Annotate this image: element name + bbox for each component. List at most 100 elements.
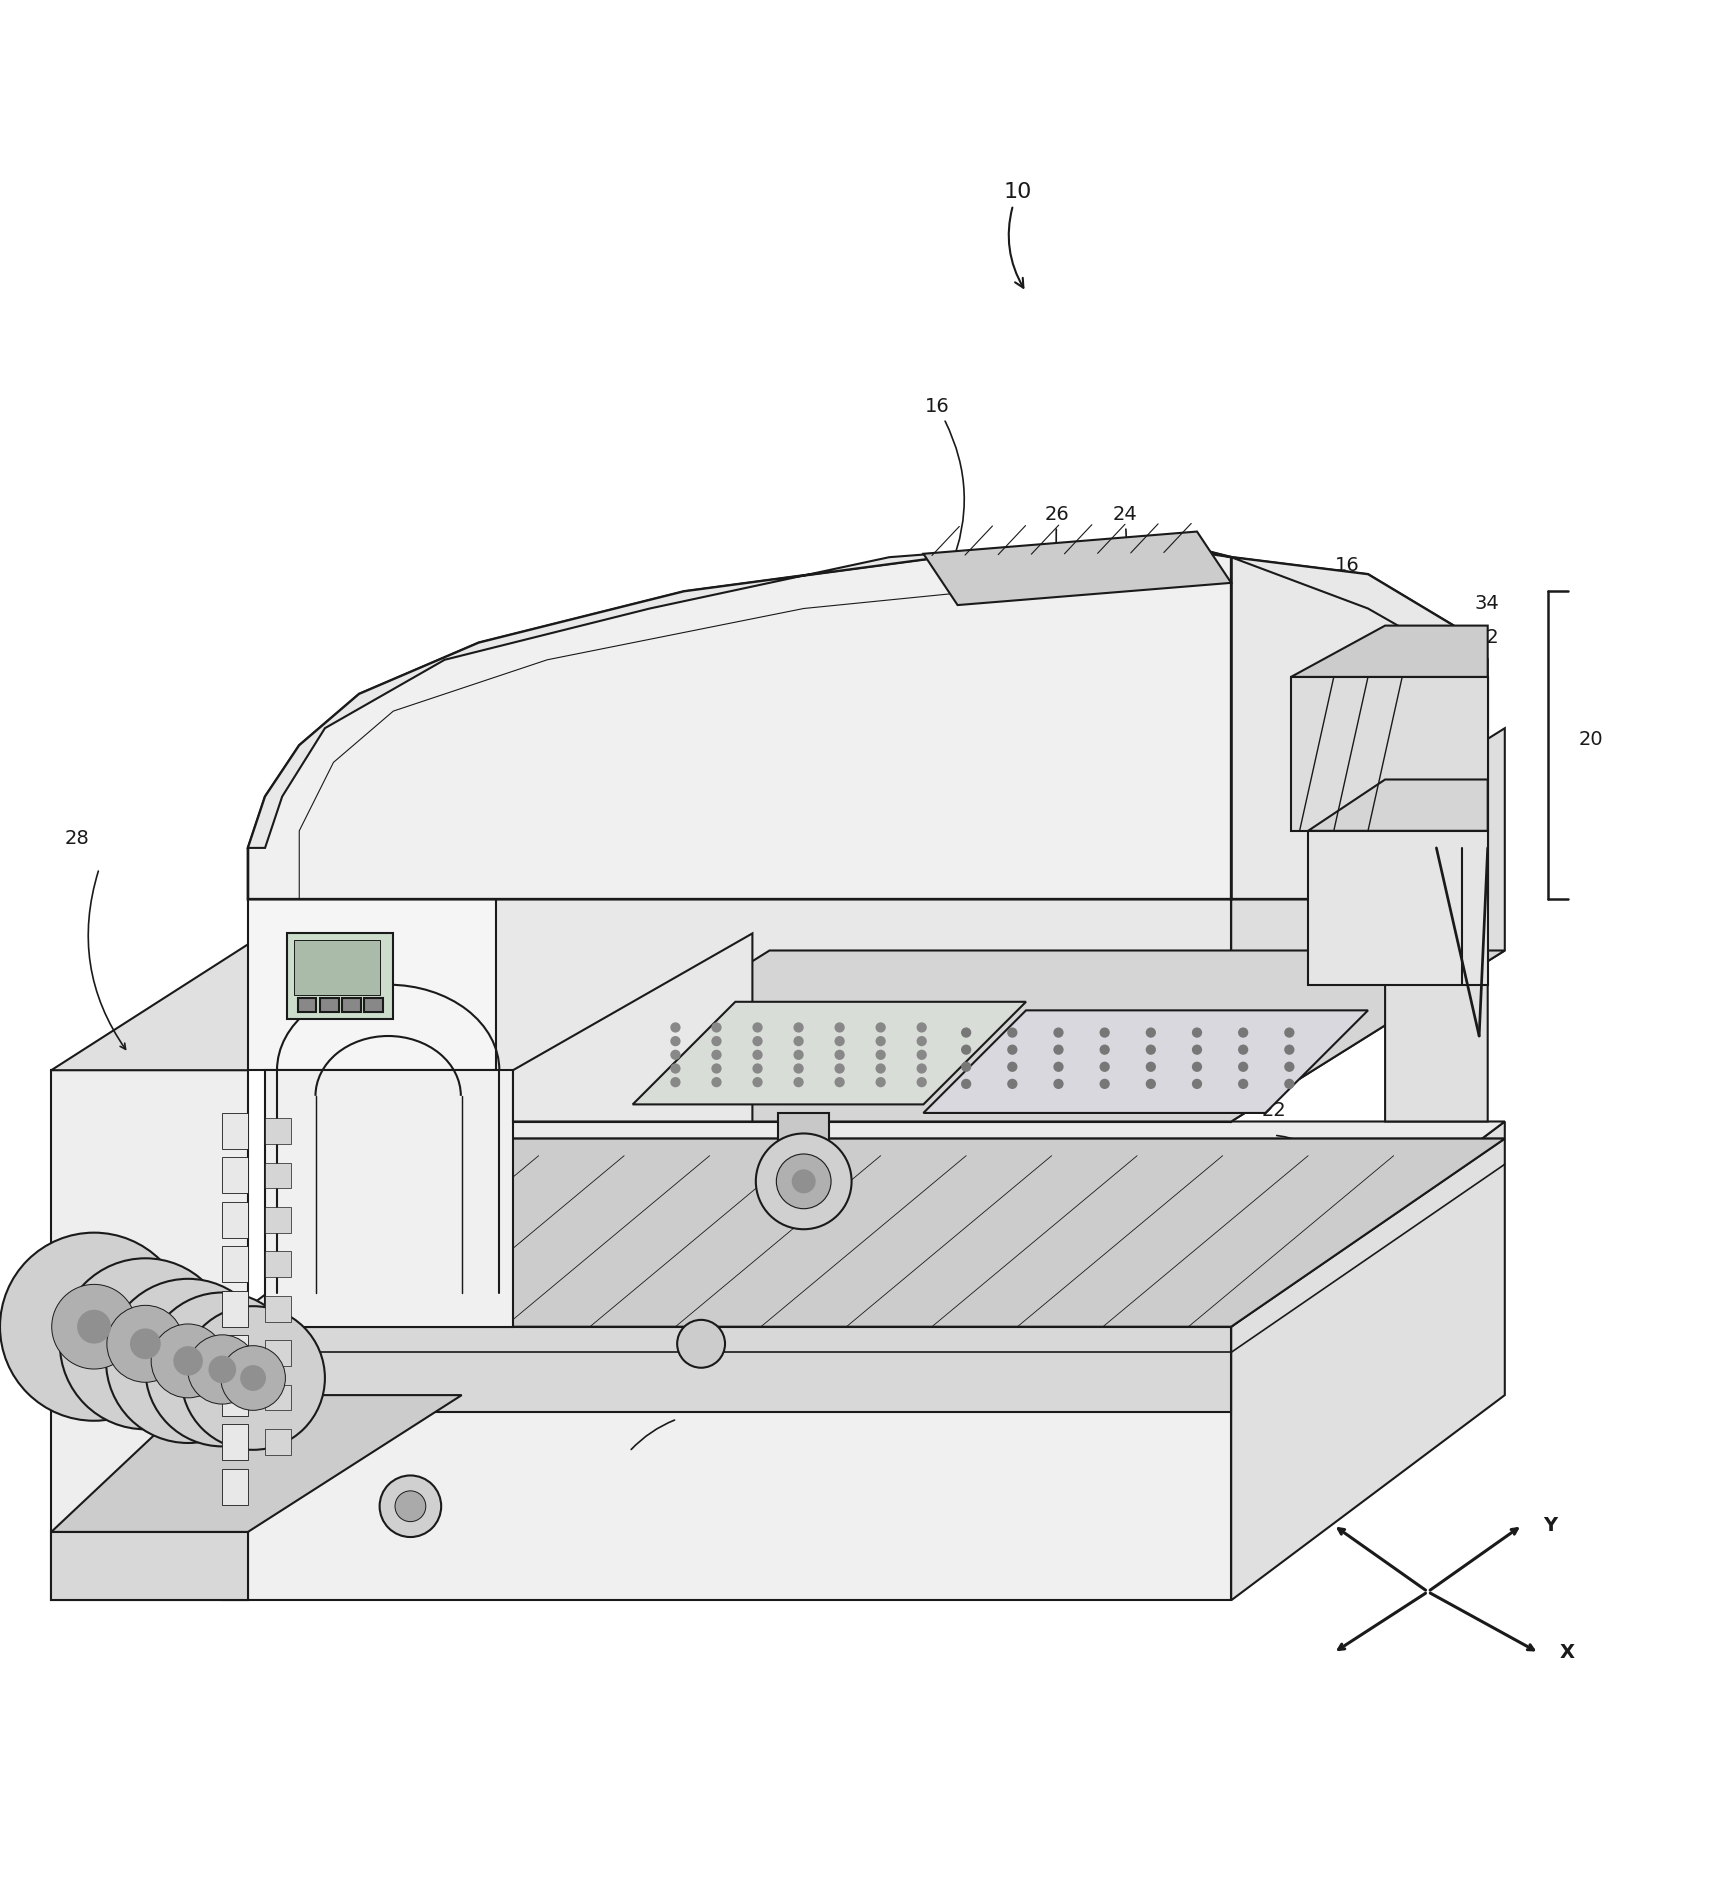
Circle shape <box>1146 1027 1156 1038</box>
Polygon shape <box>265 1430 291 1454</box>
Circle shape <box>711 1078 722 1087</box>
Circle shape <box>961 1044 971 1055</box>
Circle shape <box>752 1078 763 1087</box>
Polygon shape <box>923 532 1231 605</box>
Circle shape <box>961 1078 971 1089</box>
Circle shape <box>793 1078 804 1087</box>
Circle shape <box>670 1078 681 1087</box>
Circle shape <box>834 1078 845 1087</box>
Circle shape <box>711 1036 722 1046</box>
Circle shape <box>1146 1044 1156 1055</box>
Text: Y: Y <box>1542 1515 1558 1534</box>
Polygon shape <box>222 1424 248 1460</box>
Circle shape <box>961 1061 971 1072</box>
Text: X: X <box>1560 1642 1575 1661</box>
Circle shape <box>0 1232 188 1420</box>
Polygon shape <box>265 1207 291 1232</box>
Circle shape <box>60 1258 231 1430</box>
Polygon shape <box>265 1163 291 1188</box>
Circle shape <box>106 1306 185 1382</box>
Circle shape <box>834 1049 845 1061</box>
Circle shape <box>793 1049 804 1061</box>
Polygon shape <box>248 1139 1505 1327</box>
Circle shape <box>752 1063 763 1074</box>
Circle shape <box>173 1346 203 1376</box>
Polygon shape <box>298 998 316 1011</box>
Circle shape <box>1238 1027 1248 1038</box>
Polygon shape <box>496 899 1231 1122</box>
Circle shape <box>395 1490 426 1521</box>
Circle shape <box>1238 1078 1248 1089</box>
Circle shape <box>106 1279 270 1443</box>
Circle shape <box>188 1335 256 1405</box>
Circle shape <box>77 1310 111 1344</box>
Circle shape <box>1192 1027 1202 1038</box>
Text: 16: 16 <box>1336 555 1377 724</box>
Polygon shape <box>248 899 1231 1070</box>
Circle shape <box>1100 1044 1110 1055</box>
Circle shape <box>1100 1061 1110 1072</box>
Circle shape <box>1007 1078 1017 1089</box>
Polygon shape <box>248 540 1488 848</box>
Polygon shape <box>51 933 513 1070</box>
Circle shape <box>1192 1078 1202 1089</box>
Circle shape <box>130 1329 161 1359</box>
Polygon shape <box>923 1009 1368 1112</box>
Polygon shape <box>248 540 1231 899</box>
Circle shape <box>876 1036 886 1046</box>
Polygon shape <box>1291 677 1488 831</box>
Polygon shape <box>51 1395 462 1532</box>
Circle shape <box>752 1036 763 1046</box>
Polygon shape <box>342 998 361 1011</box>
Text: 70: 70 <box>202 1399 226 1418</box>
Polygon shape <box>222 1291 248 1327</box>
Circle shape <box>677 1319 725 1367</box>
Text: 82: 82 <box>693 1325 716 1344</box>
Polygon shape <box>1231 557 1488 899</box>
Polygon shape <box>265 1070 513 1327</box>
Polygon shape <box>633 1002 1026 1104</box>
Polygon shape <box>1308 779 1488 831</box>
Circle shape <box>917 1036 927 1046</box>
Polygon shape <box>222 1380 248 1416</box>
Polygon shape <box>222 1247 248 1283</box>
Polygon shape <box>265 1296 291 1321</box>
Text: 60: 60 <box>1419 859 1443 878</box>
Circle shape <box>876 1049 886 1061</box>
Circle shape <box>876 1023 886 1032</box>
Polygon shape <box>294 941 380 994</box>
Circle shape <box>776 1154 831 1209</box>
Circle shape <box>917 1023 927 1032</box>
Circle shape <box>1100 1027 1110 1038</box>
Circle shape <box>221 1346 286 1411</box>
Text: 28: 28 <box>65 829 89 848</box>
Polygon shape <box>265 1118 291 1144</box>
Text: 26: 26 <box>1045 504 1091 732</box>
Text: 40: 40 <box>927 1196 951 1215</box>
Circle shape <box>1284 1078 1294 1089</box>
Circle shape <box>917 1049 927 1061</box>
Text: 50: 50 <box>1419 816 1443 835</box>
Text: ••••: •••• <box>123 1374 162 1392</box>
Circle shape <box>793 1063 804 1074</box>
Circle shape <box>150 1323 226 1397</box>
Polygon shape <box>51 1070 248 1601</box>
Polygon shape <box>1308 831 1488 985</box>
Polygon shape <box>222 1327 1231 1601</box>
Circle shape <box>1100 1078 1110 1089</box>
Polygon shape <box>222 1335 248 1371</box>
Circle shape <box>1284 1044 1294 1055</box>
Text: 16: 16 <box>925 397 964 566</box>
Circle shape <box>670 1049 681 1061</box>
Circle shape <box>145 1293 299 1447</box>
Circle shape <box>1146 1078 1156 1089</box>
Text: 42: 42 <box>1035 1144 1058 1163</box>
Circle shape <box>1053 1044 1064 1055</box>
Polygon shape <box>1385 660 1488 1122</box>
Circle shape <box>711 1063 722 1074</box>
Circle shape <box>1053 1027 1064 1038</box>
Polygon shape <box>222 1469 248 1504</box>
Circle shape <box>1053 1078 1064 1089</box>
Circle shape <box>1284 1027 1294 1038</box>
Circle shape <box>209 1355 236 1384</box>
